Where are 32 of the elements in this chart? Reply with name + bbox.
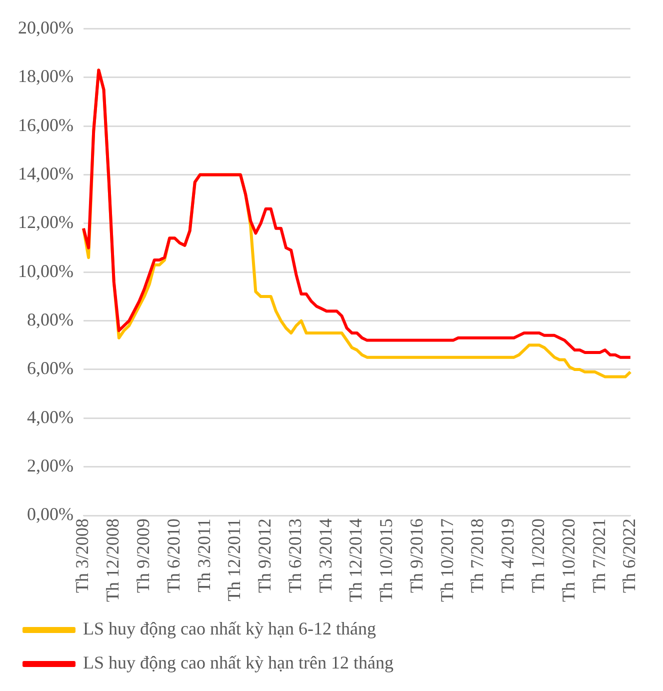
x-tick-label: Th 7/2021	[588, 518, 609, 594]
x-tick-label: Th 7/2018	[467, 518, 488, 594]
x-tick-label: Th 6/2010	[163, 518, 184, 594]
x-tick-label: Th 10/2020	[558, 518, 578, 602]
y-tick-label: 16,00%	[18, 114, 74, 135]
y-tick-label: 14,00%	[18, 164, 74, 184]
x-tick-label: Th 12/2008	[102, 518, 123, 602]
x-tick-label: Th 9/2016	[406, 518, 426, 594]
y-tick-label: 12,00%	[18, 212, 74, 232]
x-tick-label: Th 3/2011	[194, 518, 214, 592]
y-tick-label: 6,00%	[26, 358, 74, 378]
y-tick-label: 18,00%	[18, 66, 74, 86]
x-tick-label: Th 6/2022	[619, 518, 640, 594]
legend-label: LS huy động cao nhất kỳ hạn trên 12 tháng	[83, 652, 394, 673]
x-tick-label: Th 12/2014	[346, 518, 366, 602]
x-tick-label: Th 10/2015	[376, 518, 396, 602]
legend-label: LS huy động cao nhất kỳ hạn 6-12 tháng	[83, 618, 376, 639]
x-tick-label: Th 9/2012	[254, 518, 275, 594]
x-tick-label: Th 6/2013	[284, 518, 305, 594]
y-tick-label: 0,00%	[26, 504, 74, 524]
y-tick-label: 20,00%	[18, 18, 74, 38]
x-tick-label: Th 3/2014	[315, 518, 336, 594]
x-tick-label: Th 9/2009	[132, 518, 153, 594]
x-tick-label: Th 3/2008	[72, 518, 92, 594]
y-tick-label: 2,00%	[26, 456, 74, 476]
y-tick-label: 10,00%	[18, 260, 74, 281]
x-tick-label: Th 12/2011	[224, 518, 244, 602]
x-tick-label: Th 10/2017	[436, 518, 457, 602]
y-tick-label: 8,00%	[26, 310, 74, 330]
x-tick-label: Th 4/2019	[498, 518, 518, 594]
y-tick-label: 4,00%	[26, 406, 74, 427]
x-tick-label: Th 1/2020	[528, 518, 548, 594]
